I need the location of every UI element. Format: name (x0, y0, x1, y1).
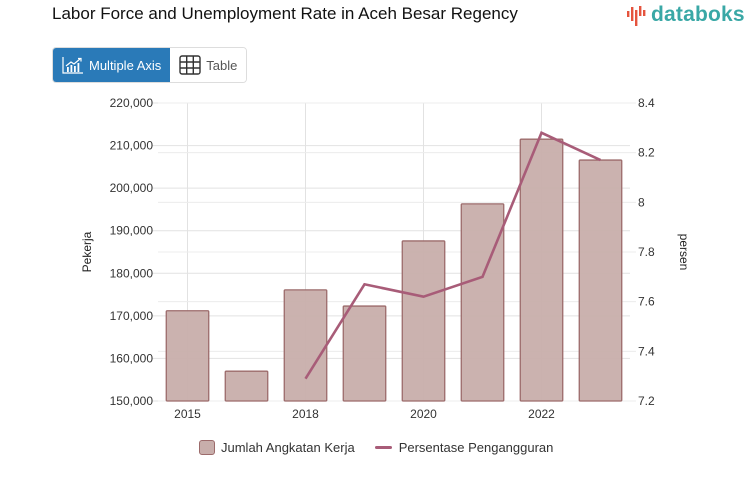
line-point-2021[interactable] (480, 274, 486, 280)
bar-2020[interactable] (401, 240, 446, 402)
left-tick-label: 220,000 (110, 96, 154, 110)
right-tick-label: 7.2 (638, 394, 655, 408)
view-toggle: Multiple Axis Table (52, 47, 248, 83)
bar-2023[interactable] (578, 159, 623, 402)
bar-2022[interactable] (519, 138, 564, 402)
table-icon (179, 55, 201, 75)
bar-2015[interactable] (165, 310, 210, 402)
logo-bars-icon (627, 6, 646, 26)
legend: Jumlah Angkatan Kerja Persentase Pengang… (199, 440, 573, 455)
right-axis-ticks: 7.2 7.4 7.6 7.8 8 8.2 8.4 (638, 96, 655, 408)
line-series (303, 130, 604, 382)
chart-icon (62, 57, 83, 74)
left-tick-label: 170,000 (110, 309, 154, 323)
legend-item-bars[interactable]: Jumlah Angkatan Kerja (199, 440, 355, 455)
left-tick-label: 210,000 (110, 139, 154, 153)
right-tick-label: 8 (638, 195, 645, 209)
legend-label-bars: Jumlah Angkatan Kerja (221, 440, 355, 455)
x-tick-label: 2022 (528, 407, 555, 421)
line-swatch-icon (374, 446, 392, 449)
multiple-axis-label: Multiple Axis (89, 57, 162, 73)
line-point-2023[interactable] (598, 157, 604, 163)
databoks-logo[interactable]: databoks (626, 3, 745, 27)
left-axis-title: Pekerja (80, 231, 94, 272)
line-point-2022[interactable] (539, 130, 545, 136)
right-tick-label: 7.6 (638, 295, 655, 309)
line-point-2019[interactable] (362, 281, 368, 287)
logo-text: databoks (651, 3, 745, 26)
bar-2018[interactable] (283, 289, 328, 402)
table-button[interactable]: Table (170, 48, 247, 82)
x-axis-ticks: 2015 2018 2020 2022 (174, 407, 555, 421)
multiple-axis-button[interactable]: Multiple Axis (53, 48, 171, 82)
line-point-2020[interactable] (421, 294, 427, 300)
bar-series (165, 138, 623, 402)
bar-swatch-icon (199, 440, 215, 455)
left-tick-label: 200,000 (110, 181, 154, 195)
left-tick-label: 150,000 (110, 394, 154, 408)
right-tick-label: 7.8 (638, 245, 655, 259)
bar-2021[interactable] (460, 203, 505, 402)
right-tick-label: 8.4 (638, 96, 655, 110)
line-point-2018[interactable] (303, 376, 309, 382)
bar-2019[interactable] (342, 305, 387, 402)
right-axis-title: persen (677, 234, 691, 271)
unemployment-line[interactable] (304, 131, 602, 380)
left-tick-label: 160,000 (110, 351, 154, 365)
x-tick-label: 2020 (410, 407, 437, 421)
chart-title: Labor Force and Unemployment Rate in Ace… (52, 4, 518, 23)
left-tick-label: 180,000 (110, 266, 154, 280)
x-tick-label: 2015 (174, 407, 201, 421)
x-tick-label: 2018 (292, 407, 319, 421)
right-tick-label: 7.4 (638, 344, 655, 358)
right-tick-label: 8.2 (638, 146, 655, 160)
bar-2016[interactable] (224, 370, 269, 402)
table-label: Table (206, 57, 238, 73)
left-axis-ticks: 150,000 160,000 170,000 180,000 190,000 200,0… (110, 96, 154, 408)
legend-item-line[interactable]: Persentase Pengangguran (374, 440, 554, 455)
left-tick-label: 190,000 (110, 224, 154, 238)
horizontal-gridlines (152, 102, 636, 402)
legend-label-line: Persentase Pengangguran (398, 440, 554, 455)
